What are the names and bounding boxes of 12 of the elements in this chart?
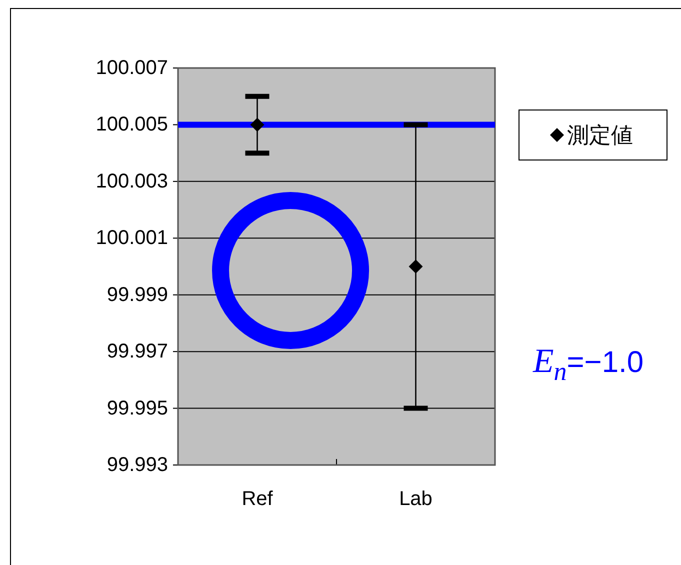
y-tick-label: 100.005 [96, 114, 168, 136]
text: E$_{n}$=−1.0 [532, 343, 644, 386]
y-tick-label: 99.993 [106, 454, 168, 476]
y-tick-label: 99.995 [106, 397, 168, 420]
y-tick-label: 99.997 [106, 340, 168, 363]
y-tick-label: 100.003 [96, 170, 168, 192]
y-tick-label: 99.999 [106, 284, 168, 306]
x-tick-label: Lab [399, 488, 432, 510]
x-tick-label: Ref [242, 488, 274, 510]
y-tick-label: 100.007 [96, 57, 168, 79]
y-tick-label: 100.001 [96, 227, 168, 250]
legend-label: 測定値 [567, 122, 633, 148]
